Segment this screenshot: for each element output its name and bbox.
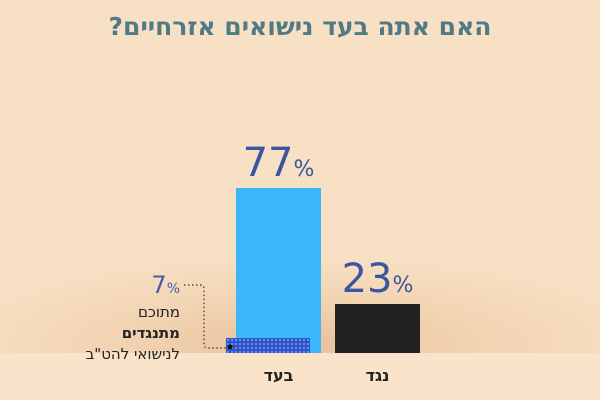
category-label-against: נגד bbox=[365, 366, 390, 385]
annotation-line-1: מתוכם bbox=[137, 303, 180, 321]
bar-for-lgbt-opposed-segment bbox=[226, 338, 310, 353]
value-label-for: 77% bbox=[242, 140, 315, 186]
category-label-for: בעד bbox=[263, 366, 294, 385]
annotation-line-2: מתנגדים bbox=[121, 324, 180, 342]
floor bbox=[0, 353, 600, 400]
chart-title: האם אתה בעד נישואים אזרחיים? bbox=[108, 12, 492, 41]
bar-for bbox=[236, 188, 321, 353]
annotation-line-3: לנישואי להט"ב bbox=[85, 345, 180, 363]
value-label-against: 23% bbox=[341, 255, 414, 302]
annotation-value: 7% bbox=[151, 271, 180, 299]
annotation: 7% מתוכם מתנגדים לנישואי להט"ב bbox=[86, 272, 180, 365]
annotation-dot bbox=[227, 344, 233, 350]
bar-against bbox=[335, 303, 420, 353]
